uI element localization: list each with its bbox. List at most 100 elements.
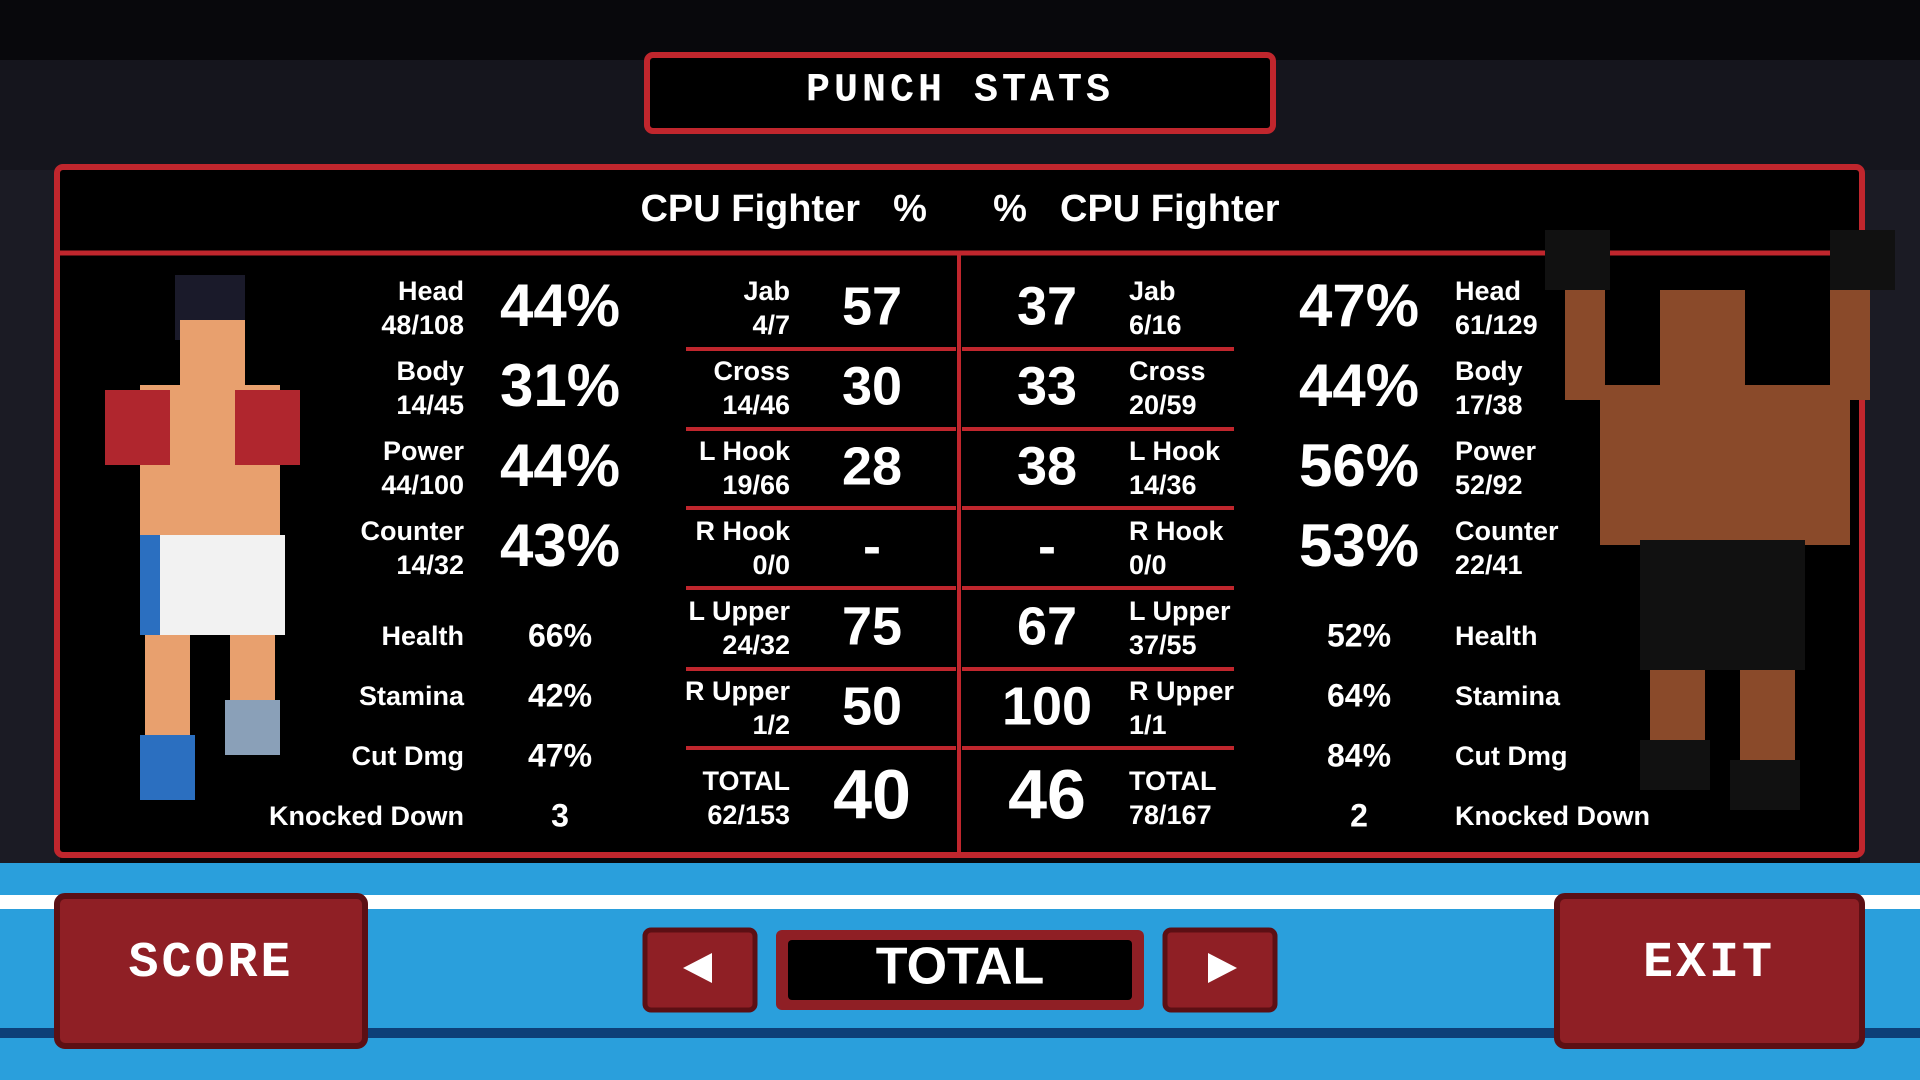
exit-button-bg[interactable]	[1554, 893, 1865, 1049]
punch-name: L Upper	[688, 596, 790, 626]
target-percent: 44%	[500, 432, 620, 499]
punch-percent: 75	[842, 596, 902, 656]
score-button-bg[interactable]	[54, 893, 368, 1049]
punch-name: R Hook	[696, 516, 791, 546]
score-button[interactable]: SCORE	[54, 893, 368, 1049]
punch-name: Jab	[1129, 276, 1176, 306]
stat-value: 3	[551, 797, 569, 833]
punch-percent: 46	[1008, 755, 1086, 833]
punch-percent: 30	[842, 356, 902, 416]
target-percent: 53%	[1299, 512, 1419, 579]
punch-percent: 33	[1017, 356, 1077, 416]
stat-value: 2	[1350, 797, 1368, 833]
column-header: CPU Fighter	[1060, 188, 1280, 230]
punch-percent: 38	[1017, 436, 1077, 496]
target-label: Head	[398, 276, 464, 306]
punch-percent: -	[1038, 516, 1056, 576]
next-button[interactable]	[1162, 927, 1278, 1013]
crowd-left	[0, 170, 60, 870]
punch-name: Cross	[1129, 356, 1206, 386]
exit-label[interactable]: EXIT	[1643, 935, 1775, 992]
punch-count: 19/66	[722, 470, 790, 500]
target-percent: 31%	[500, 352, 620, 419]
punch-name: TOTAL	[1129, 766, 1217, 796]
punch-count: 6/16	[1129, 310, 1182, 340]
target-label: Counter	[361, 516, 465, 546]
stat-value: 47%	[528, 737, 592, 773]
stat-label: Stamina	[359, 681, 465, 711]
view-selector-bg	[788, 940, 1132, 1000]
stat-value: 52%	[1327, 617, 1391, 653]
punch-name: L Hook	[699, 436, 791, 466]
view-selector: TOTAL	[776, 930, 1144, 1010]
target-label: Body	[397, 356, 465, 386]
punch-count: 78/167	[1129, 800, 1212, 830]
punch-count: 20/59	[1129, 390, 1197, 420]
punch-percent: 57	[842, 276, 902, 336]
punch-percent: 37	[1017, 276, 1077, 336]
punch-count: 14/46	[722, 390, 790, 420]
punch-name: TOTAL	[703, 766, 791, 796]
punch-name: Cross	[713, 356, 790, 386]
column-header: CPU Fighter	[640, 188, 860, 230]
punch-name: Jab	[743, 276, 790, 306]
stat-label: Knocked Down	[1455, 801, 1650, 831]
prev-button[interactable]	[642, 927, 758, 1013]
stat-label: Health	[1455, 621, 1538, 651]
prev-arrow[interactable]	[683, 953, 712, 983]
ring-apron	[0, 1028, 1920, 1038]
target-count: 52/92	[1455, 470, 1523, 500]
target-count: 22/41	[1455, 550, 1523, 580]
punch-count: 0/0	[752, 550, 790, 580]
left-fighter-sprite	[105, 275, 300, 800]
target-count: 14/32	[396, 550, 464, 580]
score-label[interactable]: SCORE	[128, 935, 293, 992]
target-count: 14/45	[396, 390, 464, 420]
punch-percent: 28	[842, 436, 902, 496]
punch-name: R Upper	[685, 676, 791, 706]
view-label: TOTAL	[876, 938, 1045, 996]
punch-percent: 40	[833, 755, 911, 833]
target-percent: 44%	[500, 272, 620, 339]
target-percent: 44%	[1299, 352, 1419, 419]
stat-label: Health	[381, 621, 464, 651]
stat-label: Knocked Down	[269, 801, 464, 831]
target-count: 48/108	[381, 310, 464, 340]
title-box	[644, 52, 1276, 134]
stat-value: 42%	[528, 677, 592, 713]
punch-name: R Upper	[1129, 676, 1235, 706]
punch-count: 37/55	[1129, 630, 1197, 660]
next-arrow[interactable]	[1208, 953, 1237, 983]
punch-percent: 100	[1002, 676, 1092, 736]
punch-percent: 67	[1017, 596, 1077, 656]
punch-name: L Hook	[1129, 436, 1221, 466]
punch-count: 1/1	[1129, 710, 1167, 740]
stat-value: 84%	[1327, 737, 1391, 773]
column-header: %	[893, 188, 927, 230]
exit-button[interactable]: EXIT	[1554, 893, 1865, 1049]
target-count: 17/38	[1455, 390, 1523, 420]
stat-value: 66%	[528, 617, 592, 653]
right-fighter-sprite	[1545, 230, 1895, 810]
target-label: Counter	[1455, 516, 1559, 546]
stat-label: Cut Dmg	[352, 741, 464, 771]
punch-percent: -	[863, 516, 881, 576]
punch-name: L Upper	[1129, 596, 1231, 626]
target-percent: 43%	[500, 512, 620, 579]
target-label: Power	[383, 436, 465, 466]
punch-count: 24/32	[722, 630, 790, 660]
target-percent: 56%	[1299, 432, 1419, 499]
punch-name: R Hook	[1129, 516, 1224, 546]
target-label: Body	[1455, 356, 1523, 386]
title: PUNCH STATS	[806, 69, 1114, 114]
punch-count: 0/0	[1129, 550, 1167, 580]
punch-count: 4/7	[752, 310, 790, 340]
stat-value: 64%	[1327, 677, 1391, 713]
target-count: 44/100	[381, 470, 464, 500]
target-label: Head	[1455, 276, 1521, 306]
punch-count: 1/2	[752, 710, 790, 740]
target-label: Power	[1455, 436, 1537, 466]
punch-count: 62/153	[707, 800, 790, 830]
target-count: 61/129	[1455, 310, 1538, 340]
